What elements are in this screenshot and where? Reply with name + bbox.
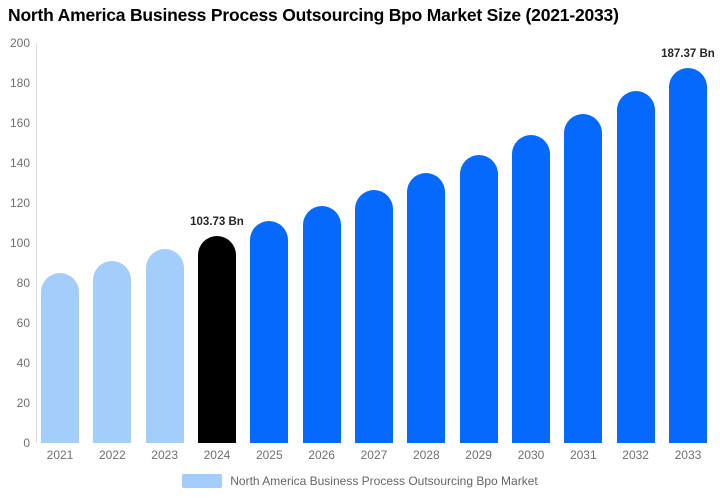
bar-2030[interactable] — [511, 134, 550, 443]
value-label: 103.73 Bn — [190, 215, 244, 228]
x-tick-label: 2030 — [517, 448, 545, 462]
bar-2031[interactable] — [564, 113, 603, 443]
x-tick-label: 2031 — [569, 448, 597, 462]
value-label: 187.37 Bn — [661, 48, 715, 61]
y-tick-label: 60 — [16, 316, 30, 330]
y-tick-label: 160 — [9, 116, 30, 130]
y-tick-label: 80 — [16, 276, 30, 290]
x-tick-label: 2021 — [46, 448, 74, 462]
chart-title: North America Business Process Outsourci… — [8, 5, 619, 25]
x-tick-label: 2027 — [360, 448, 388, 462]
bar-2032[interactable] — [616, 91, 655, 443]
chart-legend[interactable]: North America Business Process Outsourci… — [0, 474, 720, 488]
y-tick-label: 140 — [9, 156, 30, 170]
bar-2027[interactable] — [354, 190, 393, 443]
x-tick-label: 2032 — [622, 448, 649, 462]
bar-2025[interactable] — [250, 221, 289, 443]
x-tick-label: 2025 — [255, 448, 283, 462]
x-tick-label: 2029 — [465, 448, 492, 462]
bar-2021[interactable] — [41, 273, 79, 443]
y-tick-label: 180 — [9, 76, 30, 90]
bar-2033[interactable] — [668, 68, 707, 443]
y-tick-label: 100 — [9, 236, 30, 250]
y-axis-line — [36, 43, 37, 443]
legend-label: North America Business Process Outsourci… — [230, 474, 538, 488]
bar-2028[interactable] — [407, 173, 446, 443]
bar-2023[interactable] — [145, 248, 184, 443]
legend-swatch — [182, 474, 223, 488]
bar-2022[interactable] — [93, 261, 132, 443]
y-tick-label: 20 — [16, 396, 30, 410]
bar-2026[interactable] — [302, 206, 341, 443]
y-tick-label: 40 — [16, 356, 30, 370]
y-tick-label: 0 — [23, 436, 30, 450]
x-tick-label: 2023 — [151, 448, 178, 462]
bar-2029[interactable] — [459, 154, 498, 443]
x-tick-label: 2022 — [98, 448, 126, 462]
x-tick-label: 2033 — [674, 448, 702, 462]
y-tick-label: 120 — [9, 196, 30, 210]
x-tick-label: 2026 — [308, 448, 335, 462]
y-tick-label: 200 — [9, 36, 30, 50]
x-tick-label: 2028 — [412, 448, 440, 462]
x-tick-label: 2024 — [203, 448, 231, 462]
bar-2024[interactable] — [197, 235, 236, 443]
